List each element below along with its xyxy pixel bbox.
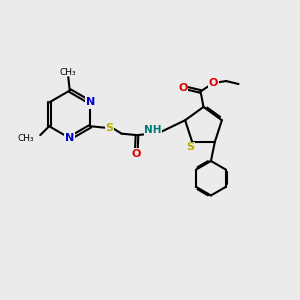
Text: O: O (178, 83, 188, 94)
Text: S: S (187, 142, 195, 152)
Text: N: N (86, 98, 95, 107)
Text: CH₃: CH₃ (18, 134, 34, 142)
Text: O: O (208, 77, 218, 88)
Text: NH: NH (144, 125, 162, 135)
Text: N: N (65, 133, 74, 143)
Text: S: S (105, 123, 113, 133)
Text: CH₃: CH₃ (60, 68, 76, 77)
Text: O: O (132, 149, 141, 159)
